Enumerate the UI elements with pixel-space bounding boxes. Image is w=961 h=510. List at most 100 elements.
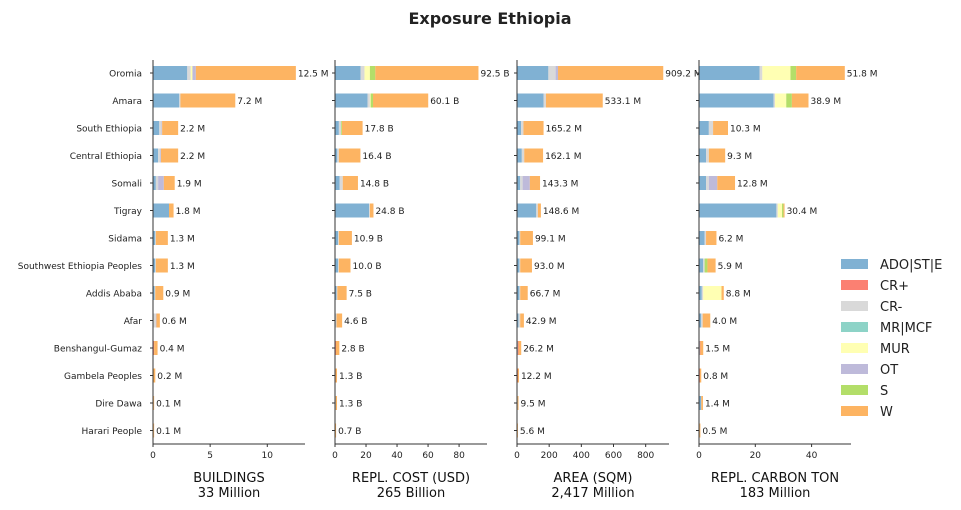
bar-value-label: 10.0 B xyxy=(353,262,382,272)
bar-segment xyxy=(517,313,519,328)
bar-segment xyxy=(190,66,193,80)
bar-segment xyxy=(517,66,549,80)
bar-segment xyxy=(187,66,191,80)
bar-segment xyxy=(721,286,724,300)
bar-value-label: 0.8 M xyxy=(703,372,728,382)
bar-segment xyxy=(717,176,736,190)
bar-value-label: 8.8 M xyxy=(726,290,751,300)
bar-value-label: 0.6 M xyxy=(162,317,187,327)
bar-segment xyxy=(158,176,164,190)
bar-segment xyxy=(169,203,174,218)
bar-segment xyxy=(545,93,603,108)
bar-segment xyxy=(153,396,155,410)
bar-segment xyxy=(153,258,156,273)
bar-segment xyxy=(701,313,703,328)
bar-value-label: 1.9 M xyxy=(177,180,202,190)
bar-segment xyxy=(713,121,728,135)
bar-segment xyxy=(341,121,342,135)
region-label: Benshangul-Gumaz xyxy=(54,345,142,355)
bar-segment xyxy=(529,176,541,190)
region-label: Sidama xyxy=(108,235,142,245)
bar-segment xyxy=(707,258,716,273)
bar-segment xyxy=(706,148,709,163)
bar-segment xyxy=(360,66,365,80)
x-tick-label: 5 xyxy=(207,451,213,461)
bar-value-label: 162.1 M xyxy=(545,152,581,162)
bar-segment xyxy=(153,148,159,163)
bar-value-label: 4.0 M xyxy=(712,317,737,327)
bar-segment xyxy=(777,203,783,218)
bar-value-label: 148.6 M xyxy=(543,207,579,217)
bar-segment xyxy=(370,93,373,108)
bar-value-label: 38.9 M xyxy=(810,97,841,107)
bar-segment xyxy=(342,176,358,190)
bar-segment xyxy=(338,231,352,245)
chart-title: Exposure Ethiopia xyxy=(408,9,571,28)
bar-value-label: 5.9 M xyxy=(718,262,743,272)
bar-value-label: 9.3 M xyxy=(727,152,752,162)
x-tick-label: 0 xyxy=(150,451,156,461)
bar-segment xyxy=(517,423,518,438)
region-label: Central Ethiopia xyxy=(70,152,142,162)
bar-segment xyxy=(335,203,370,218)
bar-value-label: 909.2 M xyxy=(665,70,701,80)
bar-segment xyxy=(706,231,717,245)
bar-segment xyxy=(156,313,160,328)
bar-segment xyxy=(786,93,792,108)
bar-segment xyxy=(699,368,701,383)
panel-3: 51.8 M 38.9 M 10.3 M 9.3 M 12.8 M 30.4 M 6.2 M… xyxy=(696,60,877,501)
bar-segment xyxy=(153,203,169,218)
bar-value-label: 12.2 M xyxy=(521,372,552,382)
bar-value-label: 1.4 M xyxy=(705,400,730,410)
bar-segment xyxy=(790,66,797,80)
bar-segment xyxy=(159,121,162,135)
region-label: Addis Ababa xyxy=(86,290,142,300)
x-tick-label: 800 xyxy=(637,451,654,461)
bar-segment xyxy=(517,258,520,273)
legend-label: CR+ xyxy=(880,279,909,294)
bar-segment xyxy=(335,423,337,438)
bar-segment xyxy=(335,313,337,328)
bar-segment xyxy=(783,203,785,218)
bar-segment xyxy=(699,313,702,328)
bar-segment xyxy=(153,66,188,80)
bar-segment xyxy=(153,423,155,438)
bar-segment xyxy=(192,66,196,80)
bar-value-label: 99.1 M xyxy=(535,235,566,245)
bar-segment xyxy=(335,341,336,355)
panel-total: 33 Million xyxy=(198,486,261,501)
legend-label: ADO|ST|E xyxy=(880,258,942,273)
panel-0: 12.5 M 7.2 M 2.2 M 2.2 M 1.9 M 1.8 M 1.3 M 1.3 … xyxy=(150,60,329,501)
bar-segment xyxy=(706,176,709,190)
bar-segment xyxy=(762,66,791,80)
bar-segment xyxy=(704,231,707,245)
bar-segment xyxy=(179,93,181,108)
bar-value-label: 6.2 M xyxy=(718,235,743,245)
bar-segment xyxy=(519,231,521,245)
bar-segment xyxy=(154,286,156,300)
bar-segment xyxy=(520,258,532,273)
legend-swatch xyxy=(841,301,868,311)
bar-value-label: 24.8 B xyxy=(375,207,404,217)
bar-segment xyxy=(517,176,521,190)
bar-segment xyxy=(699,396,702,410)
bar-segment xyxy=(335,341,340,355)
bar-segment xyxy=(338,121,342,135)
bar-segment xyxy=(555,66,559,80)
bar-value-label: 0.2 M xyxy=(157,372,182,382)
bar-segment xyxy=(162,121,179,135)
legend: ADO|ST|E CR+ CR- MR|MCF MUR OT SW xyxy=(841,258,942,420)
bar-segment xyxy=(558,66,664,80)
bar-value-label: 1.3 B xyxy=(339,400,362,410)
legend-label: OT xyxy=(880,363,898,378)
bar-segment xyxy=(523,121,544,135)
bar-value-label: 10.3 M xyxy=(730,125,761,135)
legend-swatch xyxy=(841,343,868,353)
bar-segment xyxy=(180,93,236,108)
bar-segment xyxy=(517,231,520,245)
bar-segment xyxy=(153,313,156,328)
bar-segment xyxy=(520,176,523,190)
region-label: South Ethiopia xyxy=(76,125,142,135)
bar-value-label: 51.8 M xyxy=(847,70,878,80)
